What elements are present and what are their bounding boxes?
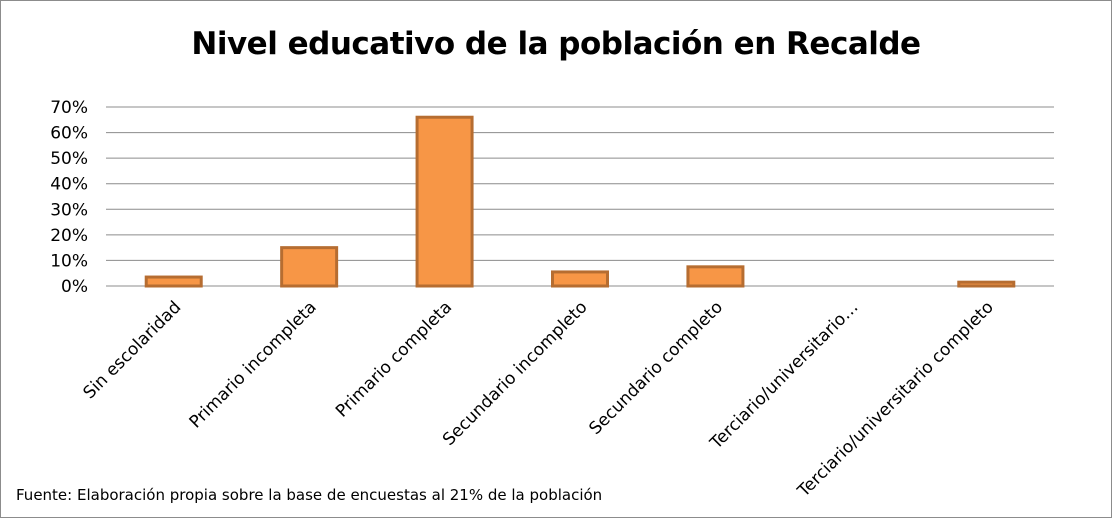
x-tick-label: Primario completa <box>332 297 456 421</box>
bar <box>415 115 474 288</box>
x-tick-label: Primario incompleta <box>186 297 321 432</box>
y-tick-label: 40% <box>50 175 88 195</box>
source-note: Fuente: Elaboración propia sobre la base… <box>16 486 603 504</box>
x-tick-label: Sin escolaridad <box>79 297 185 403</box>
y-tick-label: 20% <box>50 226 88 246</box>
y-tick-label: 10% <box>50 251 88 271</box>
bar <box>144 275 203 288</box>
x-tick-label: Secundario completo <box>585 297 727 439</box>
bar <box>686 265 745 288</box>
x-tick-label: Terciario/universitario… <box>706 297 863 454</box>
chart-title: Nivel educativo de la población en Recal… <box>191 26 921 62</box>
bar <box>280 246 339 288</box>
y-tick-label: 60% <box>50 124 88 144</box>
y-tick-label: 70% <box>50 98 88 118</box>
y-tick-label: 0% <box>61 277 88 297</box>
y-tick-label: 50% <box>50 149 88 169</box>
bar <box>551 270 609 288</box>
x-tick-label: Secundario incompleto <box>439 297 592 450</box>
y-tick-label: 30% <box>50 200 88 220</box>
bar <box>957 280 1016 288</box>
